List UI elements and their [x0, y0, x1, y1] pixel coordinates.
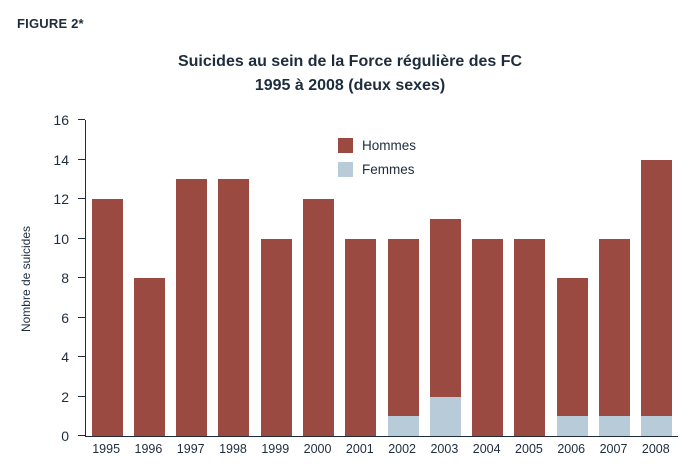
- bar-2000-hommes: [303, 199, 335, 436]
- bar-2007: [599, 120, 631, 436]
- y-tick-mark-16: [78, 119, 85, 120]
- bar-2008-femmes: [641, 416, 673, 436]
- legend-item-hommes: Hommes: [338, 138, 416, 153]
- bar-2003-femmes: [429, 396, 461, 436]
- figure-label: FIGURE 2*: [17, 16, 84, 31]
- y-tick-mark-10: [78, 237, 85, 239]
- bar-1996-hommes: [133, 278, 165, 436]
- legend-swatch-hommes: [338, 138, 353, 153]
- legend-label-femmes: Femmes: [362, 162, 415, 177]
- bar-2000: [303, 120, 335, 436]
- bar-2006-femmes: [556, 416, 588, 436]
- bar-2008: [641, 120, 673, 436]
- bar-2005-hommes: [514, 238, 546, 436]
- x-tick-1996: 1996: [134, 442, 163, 456]
- bar-1999: [260, 120, 292, 436]
- bar-2004-hommes: [472, 238, 504, 436]
- y-tick-16: 16: [53, 112, 69, 128]
- y-axis-ticks: 0 2 4 6 8 10 12 14 16: [0, 112, 85, 444]
- x-tick-2000: 2000: [303, 442, 332, 456]
- legend-label-hommes: Hommes: [362, 138, 417, 153]
- y-tick-mark-14: [78, 158, 85, 160]
- y-tick-mark-2: [78, 395, 85, 397]
- bar-2007-hommes: [599, 238, 631, 417]
- legend-item-femmes: Femmes: [338, 162, 416, 177]
- bar-1995-hommes: [91, 199, 123, 436]
- bar-1999-hommes: [260, 238, 292, 436]
- bar-2002: [387, 120, 419, 436]
- y-tick-mark-12: [78, 198, 85, 199]
- x-tick-2007: 2007: [599, 442, 628, 456]
- y-tick-mark-6: [78, 316, 85, 318]
- x-tick-1995: 1995: [92, 442, 121, 456]
- bar-2007-femmes: [599, 416, 631, 436]
- bar-2003-hommes: [429, 218, 461, 397]
- bar-1995: [91, 120, 123, 436]
- bar-2005: [514, 120, 546, 436]
- bar-2002-hommes: [387, 238, 419, 417]
- bar-2003: [429, 120, 461, 436]
- bar-1997: [176, 120, 208, 436]
- bar-2001: [345, 120, 377, 436]
- x-tick-1999: 1999: [261, 442, 290, 456]
- y-tick-12: 12: [53, 191, 69, 207]
- chart-title: Suicides au sein de la Force régulière d…: [0, 50, 700, 98]
- y-tick-2: 2: [61, 388, 69, 405]
- bar-1998: [218, 120, 250, 436]
- bar-1996: [133, 120, 165, 436]
- x-tick-1997: 1997: [176, 442, 205, 456]
- y-tick-14: 14: [53, 151, 69, 168]
- y-tick-0: 0: [61, 428, 69, 444]
- x-tick-2003: 2003: [430, 442, 459, 456]
- y-tick-mark-4: [78, 356, 85, 357]
- x-tick-2008: 2008: [641, 442, 670, 456]
- x-tick-2005: 2005: [515, 442, 543, 456]
- x-tick-1998: 1998: [219, 442, 247, 456]
- x-tick-2004: 2004: [472, 442, 501, 456]
- bar-2006-hommes: [556, 278, 588, 417]
- bar-2001-hommes: [345, 238, 377, 436]
- bar-2004: [472, 120, 504, 436]
- bars-container: [86, 120, 678, 436]
- bar-1998-hommes: [218, 179, 250, 436]
- plot-area: Hommes Femmes: [85, 120, 678, 437]
- x-tick-2001: 2001: [345, 442, 374, 456]
- legend: Hommes Femmes: [338, 138, 416, 177]
- bar-2008-hommes: [641, 159, 673, 417]
- chart-title-line1: Suicides au sein de la Force régulière d…: [177, 53, 523, 70]
- legend-swatch-femmes: [338, 162, 353, 177]
- bar-1997-hommes: [176, 179, 208, 436]
- y-tick-6: 6: [61, 309, 69, 326]
- y-tick-8: 8: [61, 270, 69, 286]
- bar-2002-femmes: [387, 416, 419, 436]
- y-tick-10: 10: [53, 230, 69, 247]
- x-tick-2006: 2006: [557, 442, 586, 456]
- y-tick-mark-0: [78, 435, 85, 436]
- y-tick-mark-8: [78, 277, 85, 278]
- bar-2006: [556, 120, 588, 436]
- x-axis-ticks: 1995 1996 1997 1998 1999 2000 2001 2002 2003 2004…: [85, 442, 677, 456]
- x-tick-2002: 2002: [388, 442, 417, 456]
- y-tick-4: 4: [61, 349, 69, 365]
- chart-title-line2: 1995 à 2008 (deux sexes): [254, 77, 446, 94]
